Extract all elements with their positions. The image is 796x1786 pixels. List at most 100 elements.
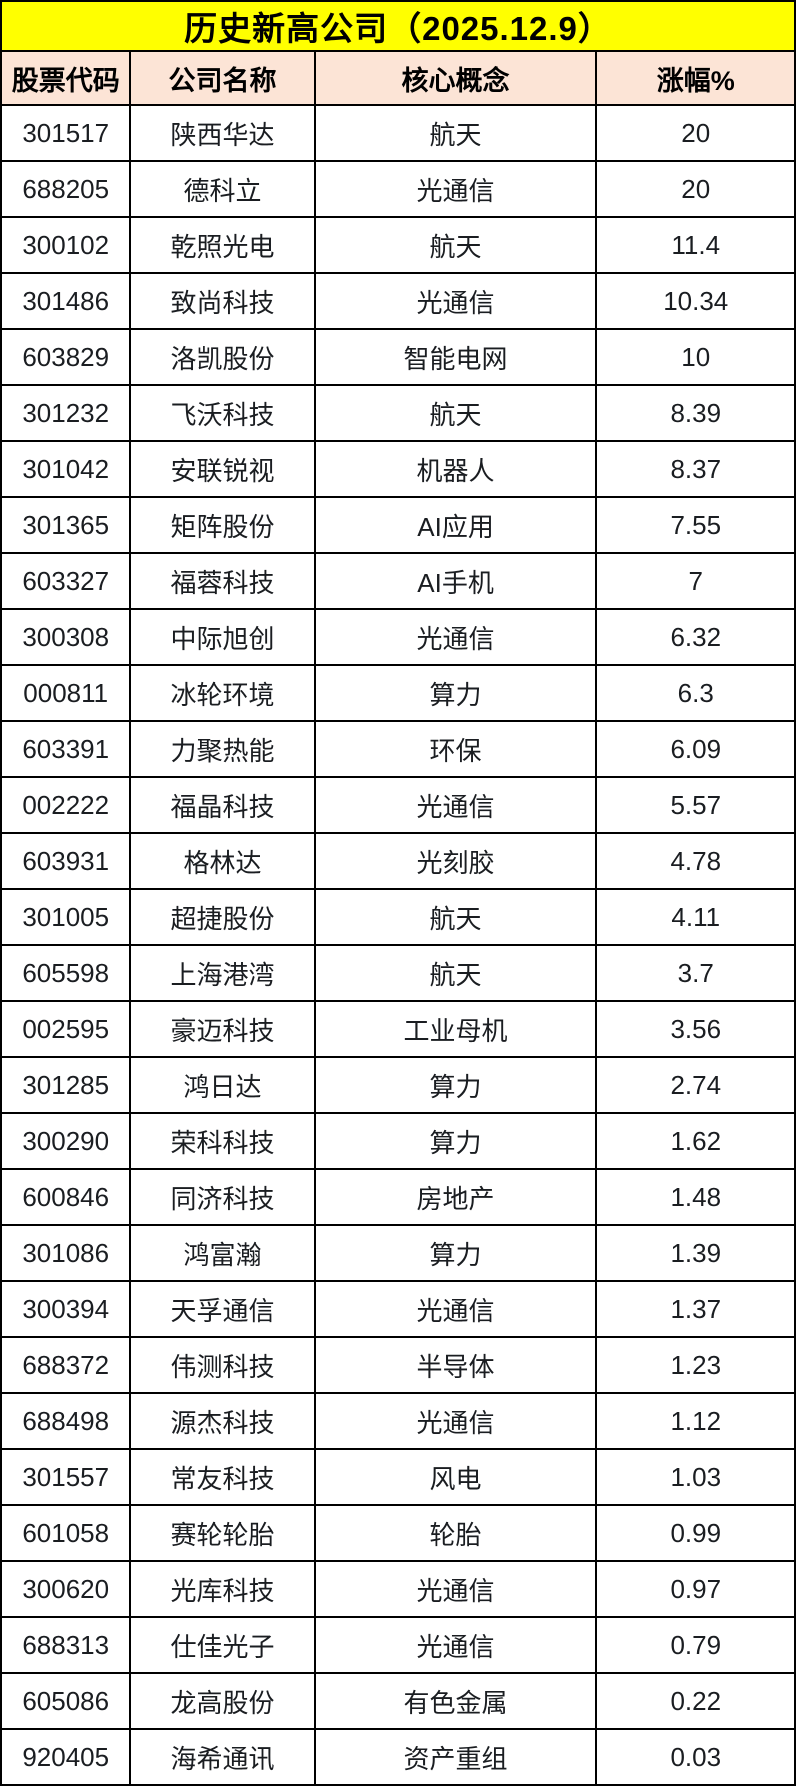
cell-company-name: 天孚通信 [129,1280,316,1338]
cell-stock-code: 300290 [0,1112,132,1170]
cell-stock-code: 301365 [0,496,132,554]
cell-core-concept: 算力 [313,664,598,722]
table-row: 920405 海希通讯 资产重组 0.03 [0,1728,796,1786]
table-row: 301232 飞沃科技 航天 8.39 [0,384,796,442]
cell-stock-code: 300394 [0,1280,132,1338]
cell-company-name: 福蓉科技 [129,552,316,610]
cell-company-name: 德科立 [129,160,316,218]
cell-change-percent: 6.32 [595,608,796,666]
cell-company-name: 常友科技 [129,1448,316,1506]
table-row: 300290 荣科科技 算力 1.62 [0,1112,796,1170]
table-row: 688498 源杰科技 光通信 1.12 [0,1392,796,1450]
col-header-change-percent: 涨幅% [595,50,796,106]
cell-core-concept: 光通信 [313,776,598,834]
cell-core-concept: 航天 [313,384,598,442]
cell-change-percent: 0.79 [595,1616,796,1674]
table-row: 301517 陕西华达 航天 20 [0,104,796,162]
table-body: 301517 陕西华达 航天 20 688205 德科立 光通信 20 3001… [0,104,796,1786]
cell-stock-code: 301517 [0,104,132,162]
cell-stock-code: 688205 [0,160,132,218]
cell-core-concept: 资产重组 [313,1728,598,1786]
cell-stock-code: 605086 [0,1672,132,1730]
cell-stock-code: 300102 [0,216,132,274]
table-row: 688205 德科立 光通信 20 [0,160,796,218]
cell-core-concept: 算力 [313,1224,598,1282]
cell-change-percent: 0.99 [595,1504,796,1562]
cell-core-concept: 光通信 [313,1560,598,1618]
cell-company-name: 海希通讯 [129,1728,316,1786]
cell-change-percent: 8.37 [595,440,796,498]
cell-change-percent: 4.11 [595,888,796,946]
cell-stock-code: 301005 [0,888,132,946]
table-row: 301365 矩阵股份 AI应用 7.55 [0,496,796,554]
cell-stock-code: 600846 [0,1168,132,1226]
cell-change-percent: 4.78 [595,832,796,890]
cell-core-concept: 光刻胶 [313,832,598,890]
cell-change-percent: 1.23 [595,1336,796,1394]
cell-company-name: 上海港湾 [129,944,316,1002]
cell-core-concept: 光通信 [313,1392,598,1450]
cell-company-name: 光库科技 [129,1560,316,1618]
cell-change-percent: 7.55 [595,496,796,554]
table-row: 605598 上海港湾 航天 3.7 [0,944,796,1002]
col-header-company-name: 公司名称 [129,50,316,106]
cell-stock-code: 920405 [0,1728,132,1786]
table-row: 300394 天孚通信 光通信 1.37 [0,1280,796,1338]
col-header-stock-code: 股票代码 [0,50,132,106]
cell-core-concept: 工业母机 [313,1000,598,1058]
cell-change-percent: 20 [595,160,796,218]
cell-change-percent: 8.39 [595,384,796,442]
table-row: 605086 龙高股份 有色金属 0.22 [0,1672,796,1730]
cell-company-name: 源杰科技 [129,1392,316,1450]
cell-company-name: 鸿富瀚 [129,1224,316,1282]
cell-core-concept: 有色金属 [313,1672,598,1730]
cell-core-concept: 算力 [313,1056,598,1114]
table-row: 300620 光库科技 光通信 0.97 [0,1560,796,1618]
cell-company-name: 乾照光电 [129,216,316,274]
page-title: 历史新高公司（2025.12.9） [0,0,796,52]
cell-stock-code: 301042 [0,440,132,498]
cell-core-concept: 半导体 [313,1336,598,1394]
table-row: 603829 洛凯股份 智能电网 10 [0,328,796,386]
cell-stock-code: 688498 [0,1392,132,1450]
table-row: 002595 豪迈科技 工业母机 3.56 [0,1000,796,1058]
cell-company-name: 赛轮轮胎 [129,1504,316,1562]
table-row: 603391 力聚热能 环保 6.09 [0,720,796,778]
cell-company-name: 伟测科技 [129,1336,316,1394]
cell-change-percent: 1.03 [595,1448,796,1506]
cell-change-percent: 11.4 [595,216,796,274]
cell-company-name: 安联锐视 [129,440,316,498]
cell-core-concept: AI手机 [313,552,598,610]
cell-company-name: 冰轮环境 [129,664,316,722]
cell-stock-code: 603931 [0,832,132,890]
table-row: 600846 同济科技 房地产 1.48 [0,1168,796,1226]
cell-stock-code: 301557 [0,1448,132,1506]
cell-change-percent: 6.09 [595,720,796,778]
cell-company-name: 洛凯股份 [129,328,316,386]
cell-company-name: 陕西华达 [129,104,316,162]
table-head: 历史新高公司（2025.12.9） 股票代码 公司名称 核心概念 涨幅% [0,0,796,106]
cell-change-percent: 1.39 [595,1224,796,1282]
cell-company-name: 格林达 [129,832,316,890]
cell-change-percent: 1.12 [595,1392,796,1450]
table-row: 688313 仕佳光子 光通信 0.79 [0,1616,796,1674]
cell-stock-code: 301285 [0,1056,132,1114]
cell-stock-code: 605598 [0,944,132,1002]
table-row: 002222 福晶科技 光通信 5.57 [0,776,796,834]
cell-core-concept: 环保 [313,720,598,778]
cell-company-name: 龙高股份 [129,1672,316,1730]
cell-change-percent: 0.22 [595,1672,796,1730]
cell-change-percent: 5.57 [595,776,796,834]
cell-change-percent: 7 [595,552,796,610]
title-row: 历史新高公司（2025.12.9） [0,0,796,52]
cell-stock-code: 300620 [0,1560,132,1618]
cell-core-concept: 风电 [313,1448,598,1506]
cell-stock-code: 601058 [0,1504,132,1562]
cell-company-name: 超捷股份 [129,888,316,946]
table-row: 300102 乾照光电 航天 11.4 [0,216,796,274]
table-row: 301042 安联锐视 机器人 8.37 [0,440,796,498]
cell-company-name: 同济科技 [129,1168,316,1226]
cell-core-concept: 算力 [313,1112,598,1170]
